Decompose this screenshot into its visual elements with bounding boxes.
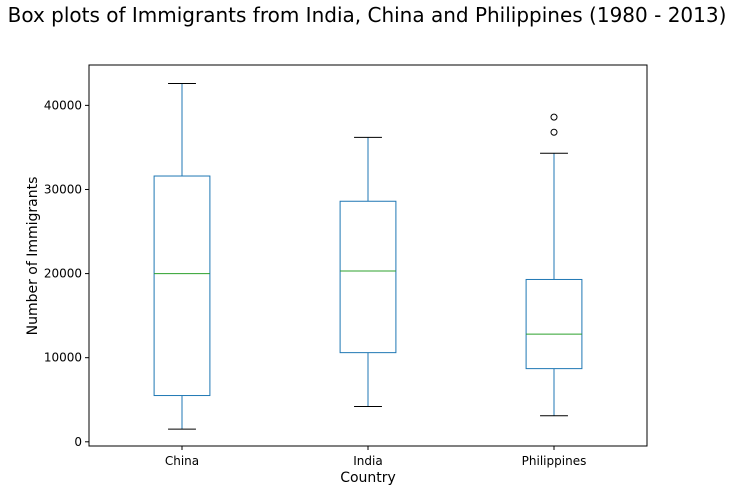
- y-tick-label: 20000: [44, 267, 82, 281]
- chart-title: Box plots of Immigrants from India, Chin…: [8, 3, 727, 27]
- x-tick-label: Philippines: [522, 454, 587, 468]
- boxes-group: [153, 83, 583, 430]
- box-philippines: [525, 113, 583, 417]
- y-tick-label: 0: [74, 435, 82, 449]
- box-india: [339, 136, 397, 407]
- x-axis: China India Philippines: [165, 446, 586, 468]
- iqr-box: [153, 175, 211, 397]
- y-axis: 0 10000 20000 30000 40000: [44, 98, 89, 449]
- y-tick-label: 30000: [44, 182, 82, 196]
- iqr-box: [525, 278, 583, 370]
- x-tick-label: India: [353, 454, 382, 468]
- box-china: [153, 83, 211, 430]
- x-axis-label: Country: [340, 470, 396, 486]
- outlier-point: [550, 113, 558, 121]
- y-tick-label: 10000: [44, 351, 82, 365]
- outlier-point: [550, 128, 558, 136]
- iqr-box: [339, 200, 397, 354]
- y-axis-label: Number of Immigrants: [25, 177, 41, 336]
- y-tick-label: 40000: [44, 98, 82, 112]
- x-tick-label: China: [165, 454, 199, 468]
